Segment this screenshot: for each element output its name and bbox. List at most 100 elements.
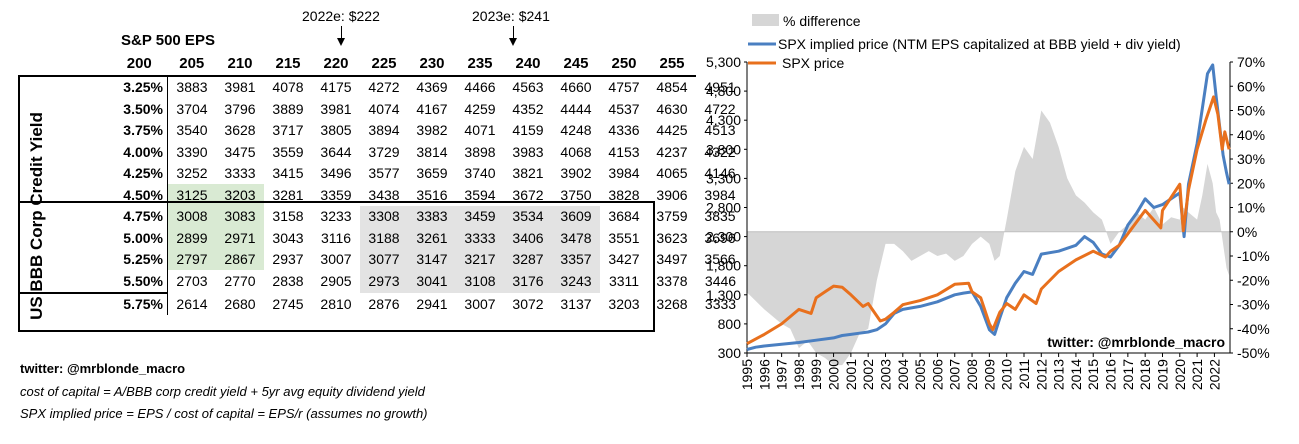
table-cell: 3383 xyxy=(408,205,456,227)
rate-3.75%: 3.75% xyxy=(111,119,168,141)
table-cell: 4248 xyxy=(560,122,592,139)
table-cell: 3717 xyxy=(272,122,304,139)
y-right-tick-label: 60% xyxy=(1237,78,1265,94)
y-right-tick-label: 0% xyxy=(1237,224,1257,240)
rate-5.75%: 5.75% xyxy=(111,292,168,315)
table-cell: 3566 xyxy=(704,251,736,268)
table-cell: 3835 xyxy=(704,208,736,225)
table-cell: 3644 xyxy=(320,143,352,160)
x-tick-label: 1996 xyxy=(756,359,772,390)
table-cell: 2973 xyxy=(360,270,408,293)
table-cell: 3984 xyxy=(608,165,640,182)
table-cell: 4466 xyxy=(464,79,496,96)
table-cell: 3902 xyxy=(560,165,592,182)
rate-5.25%: 5.25% xyxy=(111,248,168,270)
x-tick-label: 2016 xyxy=(1103,359,1119,390)
table-cell: 3359 xyxy=(320,186,352,203)
table-cell: 3261 xyxy=(408,227,456,249)
table-cell: 4352 xyxy=(512,100,544,117)
table-cell: 3116 xyxy=(320,229,352,246)
table-row: 4.00% 3390 3475 3559 3644 3729 3814 3898 3983 406… xyxy=(18,141,745,163)
eps-header-215: 215 xyxy=(264,53,312,77)
table-cell: 3729 xyxy=(368,143,400,160)
y-left-tick-label: 300 xyxy=(718,345,742,361)
chart-watermark: twitter: @mrblonde_macro xyxy=(1047,334,1225,350)
y-left-tick-label: 2,300 xyxy=(706,229,741,245)
y-left-tick-label: 3,300 xyxy=(706,170,741,186)
table-cell: 4537 xyxy=(608,100,640,117)
y-right-tick-label: 70% xyxy=(1237,54,1265,70)
table-cell: 3684 xyxy=(608,208,640,225)
footnote-implied-price: SPX implied price = EPS / cost of capita… xyxy=(20,406,428,421)
rate-4.00%: 4.00% xyxy=(111,141,168,163)
table-cell: 3438 xyxy=(368,186,400,203)
table-cell: 3496 xyxy=(320,165,352,182)
y-right-tick-label: -10% xyxy=(1237,248,1270,264)
table-row: 4.50% 3125 3203 3281 3359 3438 3516 3594 3672 375… xyxy=(18,184,745,206)
spx-chart: 5,300 4,800 4,300 3,800 3,300 2,800 2,300 1,800… xyxy=(706,13,1270,390)
table-cell: 2703 xyxy=(176,273,208,290)
table-cell: 2941 xyxy=(416,295,448,312)
table-cell: 3497 xyxy=(656,251,688,268)
table-cell: 4175 xyxy=(320,79,352,96)
table-cell: 3696 xyxy=(704,229,736,246)
eps-header-230: 230 xyxy=(408,53,456,77)
table-cell: 4322 xyxy=(704,143,736,160)
table-cell: 3475 xyxy=(224,143,256,160)
table-cell: 4167 xyxy=(416,100,448,117)
table-cell: 2867 xyxy=(216,248,264,270)
rate-4.25%: 4.25% xyxy=(111,162,168,184)
rate-4.75%: 4.75% xyxy=(111,205,168,227)
table-cell: 2899 xyxy=(167,227,216,249)
x-tick-label: 2002 xyxy=(860,359,876,390)
label-spacer xyxy=(18,98,111,120)
table-cell: 3981 xyxy=(224,79,256,96)
table-cell: 3072 xyxy=(512,295,544,312)
table-cell: 4159 xyxy=(512,122,544,139)
table-cell: 4336 xyxy=(608,122,640,139)
label-spacer xyxy=(18,141,111,163)
x-tick-label: 2011 xyxy=(1016,359,1032,389)
table-cell: 3233 xyxy=(320,208,352,225)
table-cell: 3203 xyxy=(608,295,640,312)
y-right-tick-label: 10% xyxy=(1237,200,1265,216)
table-cell: 3659 xyxy=(416,165,448,182)
table-cell: 3268 xyxy=(656,295,688,312)
table-cell: 3540 xyxy=(176,122,208,139)
table-cell: 3609 xyxy=(552,205,600,227)
footnote-cost-of-capital: cost of capital = A/BBB corp credit yiel… xyxy=(20,384,425,399)
x-tick-label: 2020 xyxy=(1172,359,1188,390)
x-tick-label: 1998 xyxy=(791,359,807,390)
table-cell: 3308 xyxy=(360,205,408,227)
x-tick-label: 1999 xyxy=(808,359,824,390)
y-left-tick-label: 1,300 xyxy=(706,287,741,303)
table-row: 3.50% 3704 3796 3889 3981 4074 4167 4259 4352 444… xyxy=(18,98,745,120)
table-cell: 2797 xyxy=(167,248,216,270)
x-tick-label: 2013 xyxy=(1051,359,1067,390)
x-tick-label: 2006 xyxy=(929,359,945,390)
table-cell: 3796 xyxy=(224,100,256,117)
table-cell: 3281 xyxy=(272,186,304,203)
table-cell: 3814 xyxy=(416,143,448,160)
table-cell: 3041 xyxy=(408,270,456,293)
table-cell: 3704 xyxy=(176,100,208,117)
label-spacer xyxy=(18,162,111,184)
table-cell: 3628 xyxy=(224,122,256,139)
eps-header-255: 255 xyxy=(648,53,696,77)
footnote-twitter: twitter: @mrblonde_macro xyxy=(20,361,186,376)
table-cell: 2905 xyxy=(320,273,352,290)
rate-5.50%: 5.50% xyxy=(111,270,168,294)
table-cell: 3243 xyxy=(552,270,600,293)
table-cell: 3805 xyxy=(320,122,352,139)
table-cell: 3982 xyxy=(416,122,448,139)
table-cell: 3821 xyxy=(512,165,544,182)
y-left-tick-label: 1,800 xyxy=(706,258,741,274)
y-right-tick-label: 40% xyxy=(1237,127,1265,143)
eps-header-210: 210 xyxy=(216,53,264,77)
y-left-tick-label: 800 xyxy=(718,316,742,332)
table-cell: 3217 xyxy=(456,248,504,270)
table-cell: 4237 xyxy=(656,143,688,160)
table-cell: 3008 xyxy=(167,205,216,227)
legend-label-pct-difference: % difference xyxy=(783,13,861,29)
table-row: 3.75% 3540 3628 3717 3805 3894 3982 4071 4159 424… xyxy=(18,119,745,141)
